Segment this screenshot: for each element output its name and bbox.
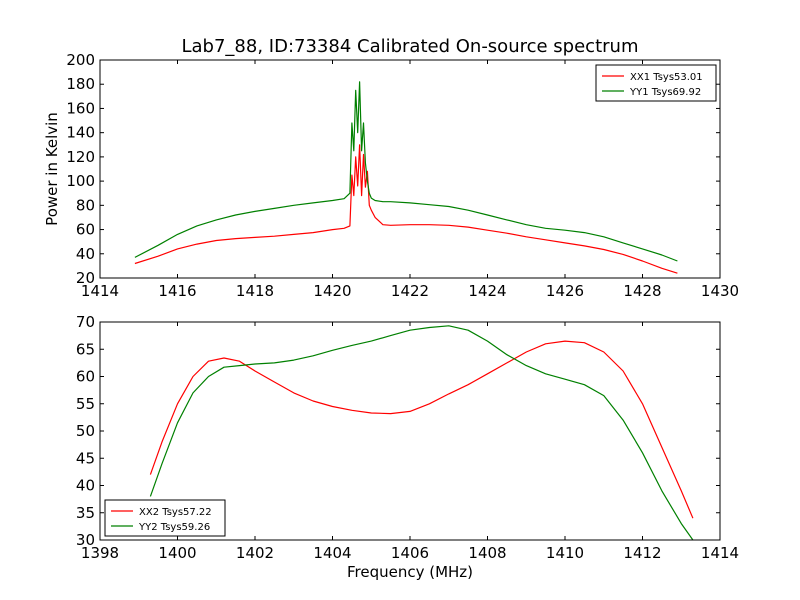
y-tick-label: 160 xyxy=(66,99,95,117)
y-tick-label: 80 xyxy=(76,196,95,214)
y-tick-label: 35 xyxy=(76,504,95,522)
legend: XX2 Tsys57.22 YY2 Tsys59.26 xyxy=(104,499,226,537)
x-tick-label: 1426 xyxy=(546,282,584,300)
x-tick-label: 1416 xyxy=(158,282,196,300)
chart-title: Lab7_88, ID:73384 Calibrated On-source s… xyxy=(182,36,639,57)
x-tick-label: 1412 xyxy=(623,544,661,562)
y-tick-label: 40 xyxy=(76,477,95,495)
legend-label-1: XX1 Tsys53.01 xyxy=(630,72,703,83)
y-tick-label: 60 xyxy=(76,368,95,386)
x-tick-label: 1404 xyxy=(313,544,351,562)
y-tick-label: 30 xyxy=(76,531,95,549)
y-tick-label: 55 xyxy=(76,395,95,413)
y-tick-label: 70 xyxy=(76,313,95,331)
x-tick-label: 1402 xyxy=(236,544,274,562)
x-tick-label: 1400 xyxy=(158,544,196,562)
y-tick-label: 50 xyxy=(76,422,95,440)
bottom-spectrum-chart: 1398 1400 1402 1404 1406 1408 1410 1412 1414 30 35… xyxy=(76,313,739,581)
x-tick-label: 1408 xyxy=(468,544,506,562)
y-tick-label: 45 xyxy=(76,449,95,467)
x-axis-label: Frequency (MHz) xyxy=(347,563,473,581)
x-tick-label: 1406 xyxy=(391,544,429,562)
legend-label-1: XX2 Tsys57.22 xyxy=(139,507,212,518)
series-line-1 xyxy=(134,144,678,274)
x-tick-label: 1398 xyxy=(81,544,119,562)
x-tick-label: 1428 xyxy=(623,282,661,300)
top-spectrum-chart: 1414 1416 1418 1420 1422 1424 1426 1428 1430 20 40… xyxy=(43,36,739,300)
y-tick-label: 120 xyxy=(66,148,95,166)
y-tick-label: 140 xyxy=(66,124,95,142)
y-tick-label: 100 xyxy=(66,172,95,190)
y-tick-label: 40 xyxy=(76,245,95,263)
x-tick-label: 1422 xyxy=(391,282,429,300)
legend-box xyxy=(595,64,717,102)
legend-box xyxy=(104,499,226,537)
series-line-2 xyxy=(134,81,678,262)
y-tick-label: 60 xyxy=(76,221,95,239)
series-line-2 xyxy=(149,325,694,540)
legend: XX1 Tsys53.01 YY1 Tsys69.92 xyxy=(595,64,717,102)
x-tick-label: 1414 xyxy=(81,282,119,300)
x-tick-label: 1420 xyxy=(313,282,351,300)
y-tick-label: 20 xyxy=(76,269,95,287)
legend-label-2: YY2 Tsys59.26 xyxy=(138,522,210,533)
x-tick-label: 1414 xyxy=(701,544,739,562)
y-tick-label: 180 xyxy=(66,75,95,93)
x-tick-label: 1410 xyxy=(546,544,584,562)
x-tick-label: 1430 xyxy=(701,282,739,300)
x-tick-label: 1418 xyxy=(236,282,274,300)
series-line-1 xyxy=(149,340,694,519)
y-tick-label: 65 xyxy=(76,340,95,358)
y-tick-label: 200 xyxy=(66,51,95,69)
y-axis-label: Power in Kelvin xyxy=(43,112,61,226)
legend-label-2: YY1 Tsys69.92 xyxy=(629,87,701,98)
x-tick-label: 1424 xyxy=(468,282,506,300)
